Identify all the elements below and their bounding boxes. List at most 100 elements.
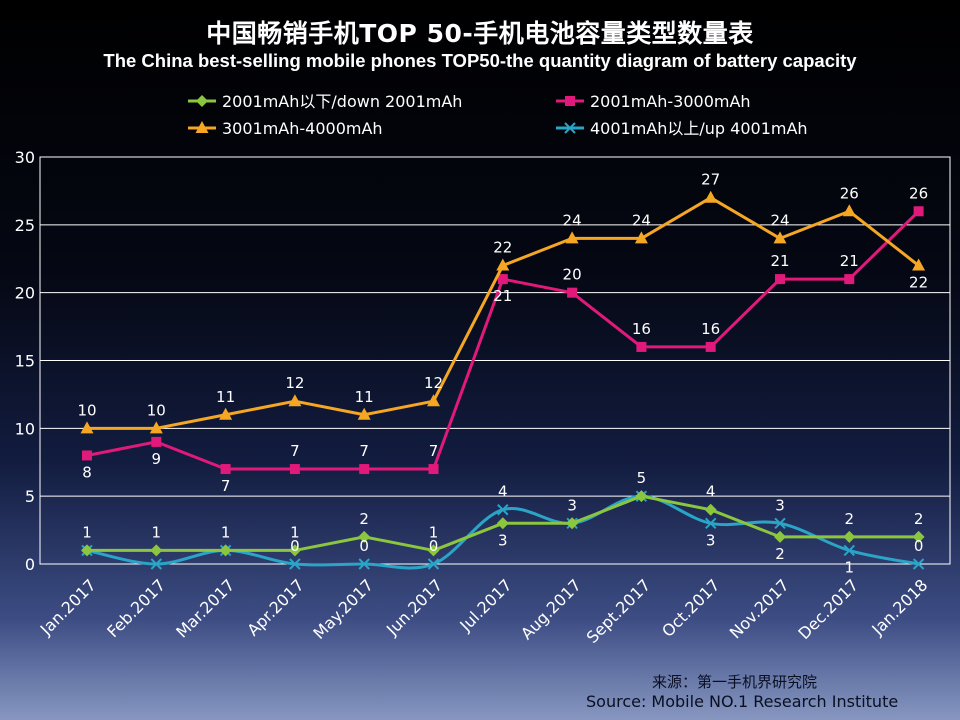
- legend-label: 4001mAh以上/up 4001mAh: [590, 119, 808, 138]
- source-note-cn: 来源：第一手机界研究院: [652, 673, 818, 691]
- x-marker-stroke: [427, 558, 440, 570]
- square-marker: [289, 464, 300, 475]
- y-tick-label: 25: [15, 216, 35, 235]
- data-label: 24: [770, 211, 789, 229]
- y-tick-label: 10: [15, 419, 35, 438]
- triangle-marker: [704, 190, 718, 203]
- x-tick-label: Jul.2017: [455, 575, 515, 635]
- x-marker-stroke: [150, 558, 163, 570]
- data-label: 2: [775, 545, 785, 563]
- diamond-marker: [150, 544, 163, 557]
- triangle-marker: [195, 121, 209, 133]
- x-marker: [358, 558, 370, 570]
- x-marker: [774, 517, 786, 530]
- data-label: 1: [429, 523, 439, 541]
- x-marker: [704, 517, 717, 530]
- data-label: 0: [359, 537, 369, 555]
- x-marker-stroke: [912, 558, 925, 570]
- x-tick-label: Apr.2017: [243, 575, 307, 639]
- triangle-marker: [912, 258, 926, 271]
- legend-item-2: 3001mAh-4000mAh: [188, 119, 383, 138]
- diamond-marker: [704, 503, 717, 516]
- data-label: 0: [429, 537, 439, 555]
- data-label: 3: [567, 496, 577, 514]
- series-1: [82, 206, 924, 475]
- data-label: 21: [770, 252, 789, 270]
- triangle-marker: [219, 407, 233, 420]
- data-label: 3: [498, 531, 508, 549]
- x-marker: [427, 558, 440, 570]
- x-tick-label: Sept.2017: [583, 575, 655, 647]
- data-label: 4: [706, 483, 716, 501]
- data-label: 20: [563, 266, 582, 284]
- data-label: 7: [290, 442, 300, 460]
- diamond-marker: [196, 95, 208, 107]
- data-label: 0: [290, 537, 300, 555]
- data-label: 2: [845, 510, 855, 528]
- data-label: 24: [563, 211, 582, 229]
- triangle-marker: [149, 421, 163, 434]
- triangle-marker: [773, 231, 787, 244]
- x-tick-label: Feb.2017: [103, 575, 169, 641]
- square-marker: [913, 206, 924, 217]
- triangle-marker: [496, 258, 510, 271]
- x-marker: [843, 544, 856, 557]
- data-label: 16: [632, 320, 651, 338]
- triangle-marker: [427, 394, 440, 407]
- x-tick-label: Jan.2018: [867, 575, 931, 639]
- data-label: 11: [216, 388, 235, 406]
- legend-label: 2001mAh-3000mAh: [590, 92, 751, 111]
- data-label: 3: [706, 531, 716, 549]
- x-marker-stroke: [289, 558, 301, 570]
- data-label: 7: [429, 442, 439, 460]
- y-tick-label: 5: [25, 487, 35, 506]
- x-marker: [564, 122, 576, 134]
- data-label: 1: [152, 523, 162, 541]
- data-label: 7: [221, 477, 231, 495]
- square-marker: [705, 341, 716, 352]
- square-marker: [775, 274, 785, 285]
- square-marker: [844, 274, 855, 285]
- x-marker: [912, 558, 925, 570]
- square-marker: [428, 464, 439, 475]
- x-marker-stroke: [358, 558, 370, 570]
- legend-label: 2001mAh以下/down 2001mAh: [222, 92, 462, 111]
- series-3: [81, 490, 925, 570]
- series-line: [87, 196, 920, 430]
- data-label: 27: [701, 171, 720, 189]
- x-tick-label: Aug.2017: [517, 575, 585, 643]
- data-label: 12: [424, 374, 443, 392]
- diamond-marker: [912, 530, 925, 543]
- series-0: [81, 490, 925, 557]
- data-label: 21: [493, 287, 512, 305]
- y-tick-label: 20: [15, 284, 35, 303]
- x-marker-stroke: [497, 504, 509, 516]
- legend-item-3: 4001mAh以上/up 4001mAh: [556, 119, 808, 138]
- data-label: 22: [909, 274, 928, 292]
- data-label: 1: [845, 558, 855, 576]
- data-label: 24: [632, 211, 651, 229]
- source-note-en: Source: Mobile NO.1 Research Institute: [586, 692, 899, 711]
- legend-item-1: 2001mAh-3000mAh: [556, 92, 751, 111]
- data-label: 5: [637, 469, 647, 487]
- data-label: 1: [290, 523, 300, 541]
- diamond-marker: [81, 544, 93, 557]
- square-marker: [82, 450, 92, 461]
- x-marker-stroke: [564, 122, 576, 134]
- x-marker-stroke: [704, 517, 717, 530]
- data-label: 3: [775, 496, 785, 514]
- data-label: 16: [701, 320, 720, 338]
- square-marker: [220, 464, 231, 475]
- square-marker: [359, 464, 370, 475]
- x-marker-stroke: [843, 544, 856, 557]
- data-label: 26: [840, 184, 859, 202]
- x-marker: [289, 558, 301, 570]
- diamond-marker: [496, 517, 509, 530]
- chart-subtitle: The China best-selling mobile phones TOP…: [103, 50, 857, 71]
- x-tick-label: Oct.2017: [658, 575, 723, 640]
- data-label: 2: [359, 510, 369, 528]
- chart-title: 中国畅销手机TOP 50-手机电池容量类型数量表: [206, 19, 754, 48]
- x-tick-label: Dec.2017: [794, 575, 862, 643]
- x-tick-label: Nov.2017: [726, 575, 793, 642]
- series-2: [80, 190, 926, 434]
